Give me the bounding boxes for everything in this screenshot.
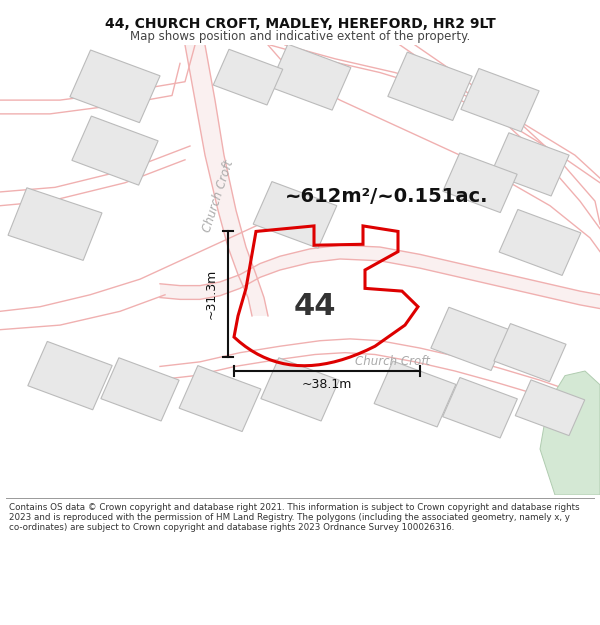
Polygon shape [515,380,585,436]
Polygon shape [253,182,337,248]
Polygon shape [8,188,102,261]
Polygon shape [269,44,351,110]
Polygon shape [185,45,268,316]
Polygon shape [494,324,566,382]
Polygon shape [374,361,456,427]
Polygon shape [388,52,472,121]
Polygon shape [443,153,517,213]
Polygon shape [431,308,509,371]
Polygon shape [461,69,539,132]
Polygon shape [101,357,179,421]
Polygon shape [540,371,600,495]
Text: ~31.3m: ~31.3m [205,269,218,319]
Text: Church Croft: Church Croft [200,159,236,234]
Polygon shape [443,378,517,438]
Polygon shape [28,341,112,410]
Polygon shape [70,50,160,122]
Text: 44: 44 [294,292,336,321]
Polygon shape [179,366,261,431]
Text: ~38.1m: ~38.1m [302,378,352,391]
Polygon shape [491,132,569,196]
Polygon shape [499,209,581,276]
Polygon shape [261,357,339,421]
Polygon shape [72,116,158,185]
Polygon shape [213,49,283,105]
Text: Map shows position and indicative extent of the property.: Map shows position and indicative extent… [130,30,470,43]
Text: ~612m²/~0.151ac.: ~612m²/~0.151ac. [285,188,488,206]
Text: 44, CHURCH CROFT, MADLEY, HEREFORD, HR2 9LT: 44, CHURCH CROFT, MADLEY, HEREFORD, HR2 … [104,18,496,31]
Text: Contains OS data © Crown copyright and database right 2021. This information is : Contains OS data © Crown copyright and d… [9,503,580,532]
Polygon shape [160,245,600,309]
Text: Church Croft: Church Croft [355,356,430,368]
